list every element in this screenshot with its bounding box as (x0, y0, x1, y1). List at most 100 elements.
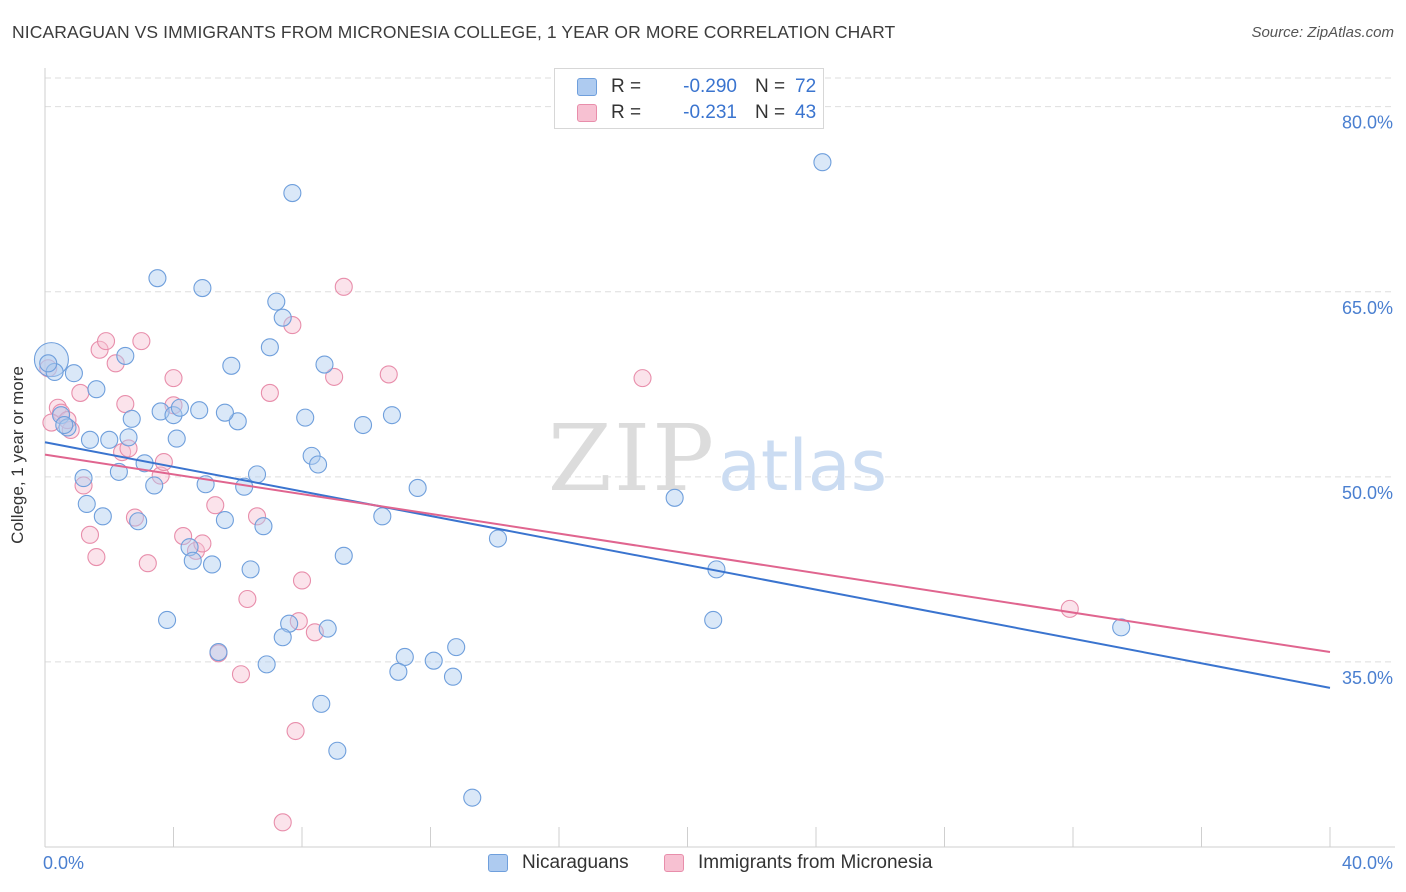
n-value: 43 (795, 102, 817, 123)
trend-line-nicaraguans (44, 441, 1331, 689)
trend-lines (44, 441, 1331, 689)
nicaraguan-point (447, 638, 466, 657)
nicaraguan-point (215, 403, 234, 422)
micronesia-point (80, 525, 100, 544)
nicaraguan-point (318, 619, 337, 638)
micronesia-point (132, 332, 151, 351)
nicaraguan-point (254, 517, 273, 536)
nicaraguan-point (122, 409, 141, 428)
nicaraguan-point (382, 406, 402, 425)
nicaraguan-point (373, 507, 392, 526)
nicaraguan-point (109, 462, 128, 481)
nicaraguan-point (58, 418, 77, 437)
micronesia-point (206, 496, 225, 515)
nicaraguan-point (80, 430, 100, 449)
micronesia-point (283, 316, 302, 335)
micronesia-point (292, 571, 312, 590)
micronesia-point (106, 354, 125, 373)
micronesia-point (71, 383, 90, 402)
micronesia-point (334, 277, 353, 296)
nicaraguan-point (77, 494, 96, 514)
stats-box: R = -0.290 N = 72 R = -0.231 N = 43 (554, 68, 824, 129)
nicaraguan-point (283, 183, 302, 203)
micronesia-point (164, 369, 183, 388)
nicaraguan-point (100, 430, 119, 449)
micronesia-swatch (577, 104, 597, 122)
nicaraguan-point (64, 364, 83, 383)
micronesia-point (138, 554, 157, 573)
watermark-zip: ZIP (548, 405, 716, 512)
legend-label: Immigrants from Micronesia (698, 852, 933, 873)
nicaraguan-point (273, 628, 292, 647)
legend-label: Nicaraguans (522, 852, 629, 873)
micronesia-point (238, 589, 257, 609)
nicaraguan-point (408, 478, 427, 497)
micronesia-point (286, 721, 305, 741)
nicaraguan-point (33, 342, 69, 378)
micronesia-point (1060, 599, 1079, 618)
y-tick-label: 65.0% (1342, 298, 1393, 318)
micronesia-point (247, 507, 267, 526)
nicaraguan-point (129, 512, 148, 531)
nicaraguan-point (665, 488, 684, 507)
nicaraguan-point (119, 428, 138, 447)
y-tick-label: 35.0% (1342, 668, 1393, 688)
nicaraguan-point (315, 355, 334, 374)
micronesia-point (231, 665, 251, 684)
nicaraguan-point (247, 465, 267, 484)
micronesia-point (87, 547, 106, 567)
nicaraguan-point (215, 510, 234, 530)
nicaraguan-point (93, 507, 112, 526)
nicaraguans-swatch (577, 78, 597, 96)
nicaraguan-point (267, 292, 286, 311)
nicaraguan-point (167, 429, 186, 448)
nicaraguan-point (273, 308, 292, 327)
nicaraguan-point (180, 538, 199, 557)
micronesia-point (74, 476, 93, 495)
micronesia-point (174, 527, 193, 546)
n-label: N = (755, 76, 786, 97)
nicaraguan-point (190, 401, 209, 420)
nicaraguan-point (158, 610, 177, 630)
nicaraguan-point (704, 610, 723, 630)
x-tick-label: 0.0% (43, 853, 84, 873)
nicaraguan-point (296, 408, 315, 427)
r-value: -0.290 (683, 76, 737, 97)
n-label: N = (755, 102, 786, 123)
micronesia-point (96, 332, 116, 351)
nicaraguan-point (328, 741, 347, 760)
nicaraguan-point (389, 662, 408, 681)
micronesia-point (379, 365, 398, 384)
nicaraguan-point (193, 279, 212, 298)
watermark-atlas: atlas (718, 425, 887, 507)
micronesia-point (633, 369, 652, 388)
nicaraguans-swatch (488, 854, 508, 872)
r-label: R = (611, 76, 642, 97)
nicaraguan-point (424, 651, 443, 670)
nicaraguan-point (228, 412, 247, 431)
nicaraguan-point (309, 455, 328, 474)
series-nicaraguans-points (33, 153, 1131, 807)
nicaraguan-point (116, 346, 135, 365)
nicaraguan-point (241, 560, 260, 579)
nicaraguan-point (463, 788, 482, 807)
nicaraguan-point (74, 469, 93, 488)
nicaraguan-point (443, 667, 463, 686)
nicaraguan-point (260, 338, 279, 357)
chart-title: NICARAGUAN VS IMMIGRANTS FROM MICRONESIA… (12, 22, 896, 42)
nicaraguan-point (183, 551, 202, 570)
micronesia-point (154, 452, 173, 472)
nicaraguan-point (55, 415, 74, 435)
nicaraguan-point (39, 354, 58, 373)
nicaraguan-point (222, 356, 241, 375)
y-tick-label: 50.0% (1342, 483, 1393, 503)
nicaraguan-point (209, 642, 228, 662)
nicaraguan-point (1112, 618, 1131, 637)
axes (44, 68, 1395, 848)
nicaraguan-point (353, 415, 373, 435)
nicaraguan-point (813, 153, 832, 172)
nicaraguan-point (334, 546, 353, 565)
r-value: -0.231 (683, 102, 737, 123)
watermark: ZIP atlas (548, 405, 887, 512)
